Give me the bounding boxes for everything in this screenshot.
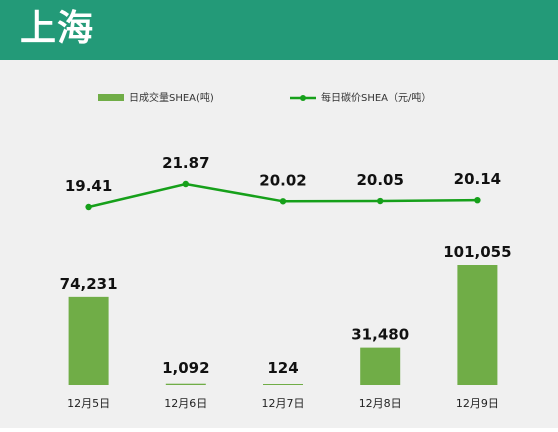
line-value-label: 21.87	[162, 154, 209, 172]
line-point	[182, 180, 189, 188]
bar	[68, 296, 109, 385]
bar-value-label: 74,231	[60, 275, 118, 293]
bar-value-labels: 74,231 1,092 124 31,480 101,055	[60, 243, 512, 377]
combo-chart: 日成交量SHEA(吨) 每日碳价SHEA（元/吨） 74,231 1,092 124…	[60, 91, 512, 410]
x-tick-label: 12月6日	[164, 397, 207, 410]
line-point	[474, 196, 481, 204]
bar	[263, 384, 303, 385]
legend-line-label: 每日碳价SHEA（元/吨）	[321, 91, 431, 104]
legend-line-marker	[300, 95, 306, 101]
legend: 日成交量SHEA(吨) 每日碳价SHEA（元/吨）	[98, 91, 431, 104]
x-tick-label: 12月9日	[456, 397, 499, 410]
bar-value-label: 1,092	[162, 359, 209, 377]
line-point	[377, 197, 384, 205]
legend-bar-label: 日成交量SHEA(吨)	[129, 91, 214, 104]
line-value-label: 20.05	[356, 171, 403, 189]
bar-series	[68, 265, 498, 385]
line-point	[279, 198, 287, 205]
bar	[360, 347, 401, 385]
bar-value-label: 124	[267, 359, 298, 377]
category-axis: 12月5日 12月6日 12月7日 12月8日 12月9日	[67, 397, 499, 410]
chart-area: 日成交量SHEA(吨) 每日碳价SHEA（元/吨） 74,231 1,092 124…	[0, 60, 558, 428]
legend-bar-swatch	[98, 94, 124, 101]
line-value-labels: 19.41 21.87 20.02 20.05 20.14	[65, 154, 501, 195]
line-point	[85, 203, 92, 211]
line-value-label: 19.41	[65, 177, 112, 195]
line-value-label: 20.14	[454, 170, 501, 188]
line-series	[85, 180, 481, 211]
page-title: 上海	[20, 8, 95, 49]
bar-value-label: 31,480	[351, 326, 409, 344]
x-tick-label: 12月5日	[67, 397, 110, 410]
header-banner: 上海	[0, 0, 558, 60]
x-tick-label: 12月7日	[262, 397, 305, 410]
bar-value-label: 101,055	[443, 243, 511, 261]
line-value-label: 20.02	[259, 171, 306, 189]
bar	[457, 265, 498, 385]
x-tick-label: 12月8日	[359, 397, 402, 410]
bar	[165, 383, 206, 385]
